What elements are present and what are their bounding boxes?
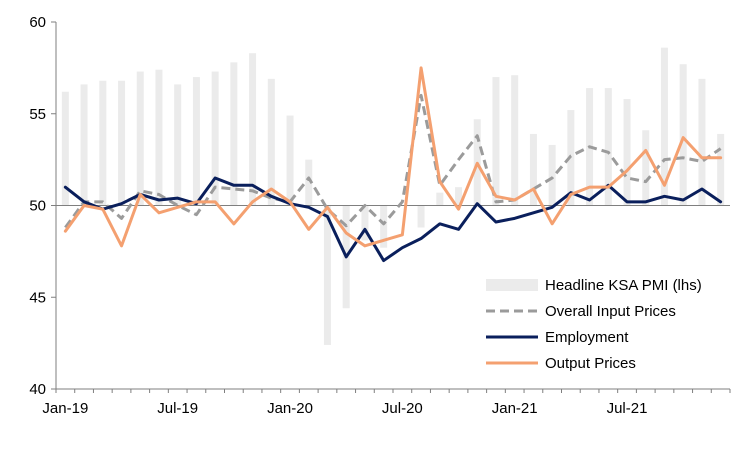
x-tick-label: Jul-20 [382,400,423,417]
pmi-bar [436,192,444,206]
pmi-bar [155,69,163,206]
pmi-bar [604,88,612,206]
pmi-bar [660,47,668,206]
pmi-bar [136,71,144,206]
y-tick-label: 45 [29,289,46,306]
legend-label: Employment [545,329,629,346]
pmi-bar [230,62,238,206]
y-tick-label: 60 [29,14,46,31]
output-prices-line [63,66,723,248]
pmi-bar [548,144,556,206]
lines-layer [63,66,723,263]
pmi-bar [286,115,294,206]
pmi-bar [679,64,687,206]
pmi-bar [511,75,519,206]
employment-line [63,176,723,263]
pmi-bar [80,84,88,206]
pmi-bar [380,205,388,248]
pmi-bar [99,80,107,206]
y-tick-label: 40 [29,381,46,398]
legend-label: Output Prices [545,355,636,372]
axes-layer: 40 45 50 55 60 Jan-19 Jul-19 Jan-20 Jul-20 Jan-21… [29,14,731,417]
legend: Headline KSA PMI (lhs) Overall Input Pric… [486,277,702,372]
x-tick-label: Jan-20 [267,400,313,417]
x-tick-label: Jul-19 [157,400,198,417]
pmi-bar [305,159,313,206]
pmi-bar [174,84,182,206]
pmi-bar [61,91,69,206]
pmi-bar [455,187,463,206]
pmi-bar [118,80,126,206]
pmi-bar [698,78,706,206]
pmi-bar [417,205,425,228]
pmi-bar [529,133,537,206]
x-tick-label: Jan-21 [492,400,538,417]
pmi-bar [492,77,500,206]
pmi-bar [267,78,275,206]
pmi-bar [192,77,200,206]
x-tick-label: Jan-19 [42,400,88,417]
pmi-bar [717,133,725,206]
legend-swatch-bar [486,279,538,291]
pmi-bar [361,205,369,241]
y-tick-label: 55 [29,106,46,123]
pmi-bar [249,53,257,206]
x-tick-label: Jul-21 [607,400,648,417]
legend-label: Headline KSA PMI (lhs) [545,277,702,294]
legend-label: Overall Input Prices [545,303,676,320]
y-tick-label: 50 [29,198,46,215]
pmi-bar [323,205,331,345]
pmi-bar [642,130,650,206]
pmi-bar [623,99,631,206]
pmi-bar [211,71,219,206]
overall-input-prices-line [64,93,722,229]
